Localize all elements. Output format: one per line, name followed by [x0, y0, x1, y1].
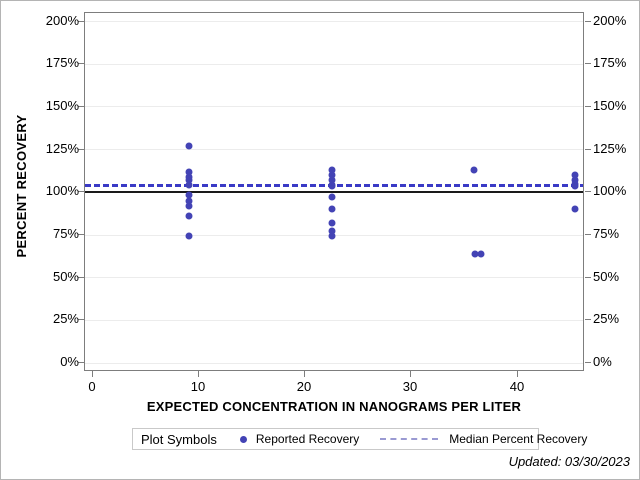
y-tick-mark: [78, 191, 84, 193]
x-axis-title: EXPECTED CONCENTRATION IN NANOGRAMS PER …: [146, 399, 522, 414]
data-point: [471, 250, 479, 258]
x-tick-mark: [198, 371, 199, 377]
legend-title: Plot Symbols: [141, 431, 217, 447]
legend-entry-label: Reported Recovery: [255, 432, 360, 446]
y-tick-label: 100%: [45, 183, 79, 199]
y-tick-label: 0%: [60, 354, 79, 370]
gridline: [85, 277, 583, 278]
legend-entry-median-recovery: Median Percent Recovery: [359, 432, 587, 446]
y-tick-mark: [78, 63, 84, 65]
gridline: [85, 21, 583, 22]
y-tick-mark: [585, 234, 591, 236]
y-tick-mark: [585, 63, 591, 65]
data-point: [185, 191, 193, 199]
data-point: [185, 168, 193, 176]
y-tick-label: 0%: [593, 354, 612, 370]
y-tick-mark: [585, 319, 591, 321]
y-tick-label: 75%: [593, 226, 620, 242]
data-point: [477, 250, 485, 258]
y-tick-mark: [585, 191, 591, 193]
y-tick-mark: [585, 148, 591, 150]
data-point: [571, 182, 578, 190]
gridline: [85, 64, 583, 65]
x-tick-mark: [410, 371, 411, 377]
data-point: [328, 232, 336, 240]
data-point: [470, 166, 478, 174]
y-tick-label: 200%: [45, 12, 79, 28]
data-point: [328, 171, 336, 179]
legend-box: Plot Symbols Reported Recovery Median Pe…: [132, 428, 587, 450]
y-tick-label: 125%: [45, 140, 79, 156]
y-tick-mark: [78, 148, 84, 150]
y-tick-mark: [585, 362, 591, 364]
data-point: [328, 166, 336, 174]
y-tick-label: 75%: [52, 226, 79, 242]
y-tick-label: 50%: [52, 268, 79, 284]
x-tick-label: 10: [190, 379, 206, 394]
data-point: [185, 142, 193, 150]
y-tick-label: 150%: [593, 97, 627, 113]
x-tick-mark: [304, 371, 305, 377]
updated-footnote: Updated: 03/30/2023: [508, 454, 630, 469]
y-tick-label: 125%: [593, 140, 627, 156]
y-tick-mark: [585, 105, 591, 107]
y-tick-mark: [585, 20, 591, 22]
x-tick-mark: [92, 371, 93, 377]
x-tick-mark: [517, 371, 518, 377]
data-point: [185, 212, 193, 220]
gridline: [85, 149, 583, 150]
y-tick-label: 200%: [593, 12, 627, 28]
data-point: [185, 202, 193, 210]
y-tick-mark: [78, 20, 84, 22]
x-tick-label: 30: [402, 379, 418, 394]
y-tick-label: 50%: [593, 268, 620, 284]
data-point: [328, 176, 336, 184]
y-tick-mark: [585, 276, 591, 278]
100-reference-line-line: [85, 191, 583, 194]
gridline: [85, 320, 583, 321]
legend-entry-reported-recovery: Reported Recovery: [217, 432, 359, 446]
y-tick-mark: [78, 362, 84, 364]
y-tick-mark: [78, 276, 84, 278]
x-tick-label: 20: [296, 379, 312, 394]
data-point: [185, 176, 193, 184]
y-tick-label: 100%: [593, 183, 627, 199]
data-point: [571, 205, 578, 213]
y-tick-label: 150%: [45, 97, 79, 113]
y-tick-label: 175%: [593, 55, 627, 71]
data-point: [328, 219, 336, 227]
y-tick-mark: [78, 105, 84, 107]
x-tick-label: 0: [88, 379, 96, 394]
data-point: [328, 205, 336, 213]
data-point: [328, 193, 336, 201]
scatter-marker-icon: [239, 435, 247, 443]
data-point: [185, 181, 193, 189]
data-point: [571, 171, 578, 179]
data-point: [328, 227, 336, 235]
data-point: [185, 197, 193, 205]
gridline: [85, 106, 583, 107]
y-tick-label: 25%: [52, 311, 79, 327]
y-tick-mark: [78, 234, 84, 236]
y-tick-label: 175%: [45, 55, 79, 71]
data-point: [328, 182, 336, 190]
plot-area: [84, 12, 584, 371]
y-tick-mark: [78, 319, 84, 321]
y-tick-label: 25%: [593, 311, 620, 327]
legend-entry-label: Median Percent Recovery: [449, 432, 588, 446]
data-point: [185, 232, 193, 240]
x-tick-label: 40: [509, 379, 525, 394]
gridline: [85, 363, 583, 364]
dashed-line-icon: [380, 438, 439, 440]
